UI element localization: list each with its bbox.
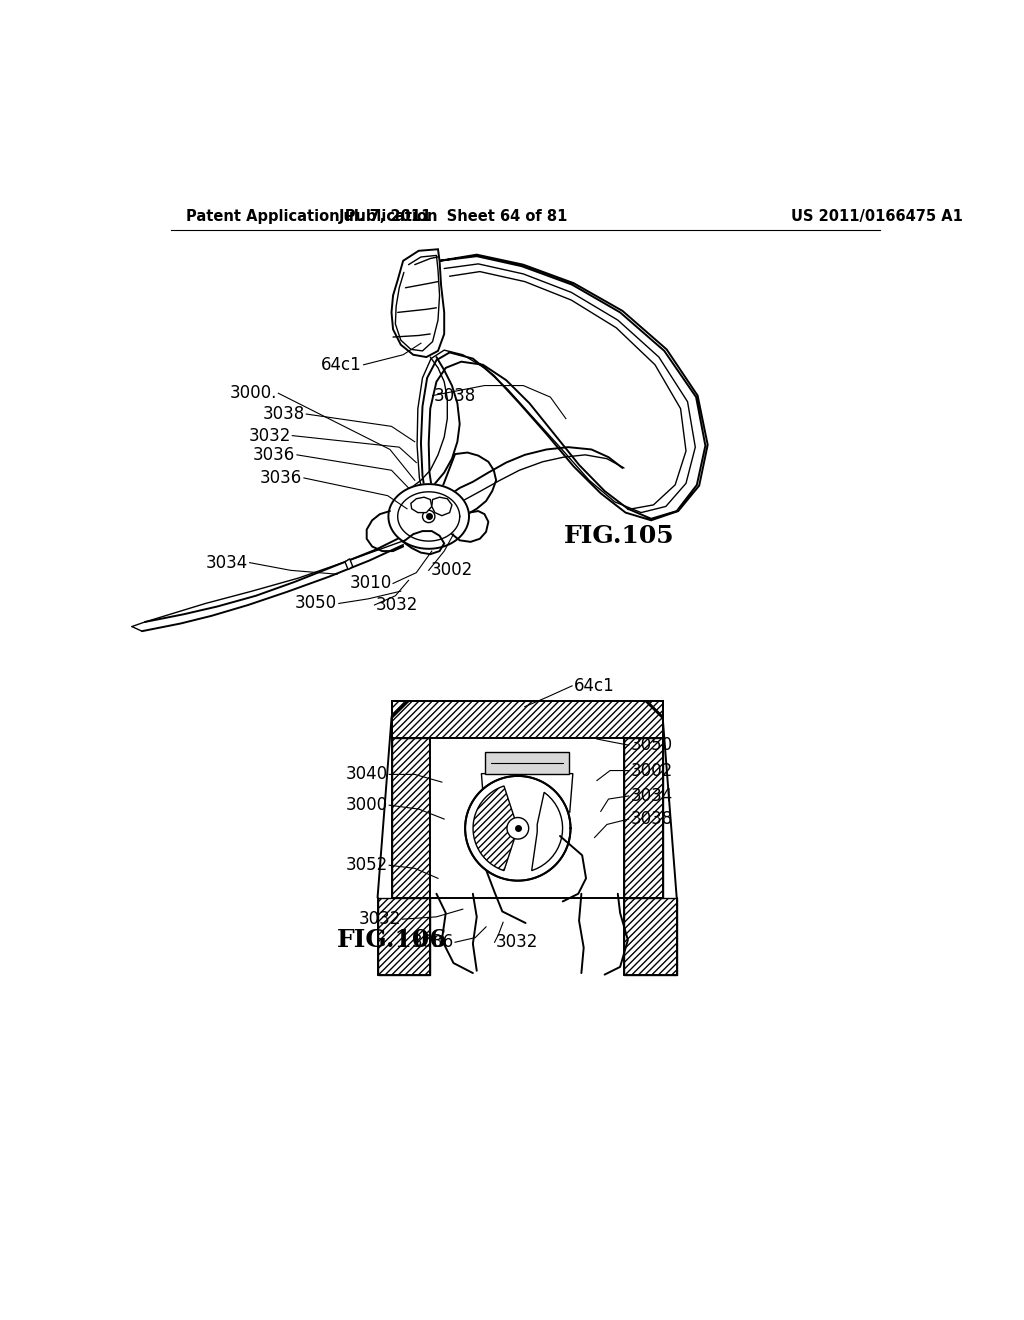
Circle shape xyxy=(423,511,435,523)
Text: FIG.105: FIG.105 xyxy=(563,524,674,548)
Text: 3050: 3050 xyxy=(630,737,673,754)
Text: FIG.106: FIG.106 xyxy=(337,928,447,952)
Text: 3010: 3010 xyxy=(349,574,391,593)
Polygon shape xyxy=(624,738,663,898)
Text: 3034: 3034 xyxy=(206,553,248,572)
Text: 3002: 3002 xyxy=(430,561,472,579)
Text: 64c1: 64c1 xyxy=(322,356,362,374)
Text: 3036: 3036 xyxy=(412,933,454,952)
Polygon shape xyxy=(391,249,444,358)
Text: 3032: 3032 xyxy=(376,597,419,614)
Text: 3038: 3038 xyxy=(630,810,673,828)
Text: 3038: 3038 xyxy=(434,387,476,404)
Polygon shape xyxy=(624,898,677,974)
Polygon shape xyxy=(142,535,407,631)
Polygon shape xyxy=(421,255,708,520)
Polygon shape xyxy=(378,715,677,998)
Polygon shape xyxy=(473,785,518,871)
Polygon shape xyxy=(430,738,624,898)
Polygon shape xyxy=(432,498,452,516)
Bar xyxy=(485,752,569,774)
Polygon shape xyxy=(388,484,469,549)
Polygon shape xyxy=(403,531,444,554)
Circle shape xyxy=(465,776,570,880)
Polygon shape xyxy=(411,498,432,512)
Text: 3032: 3032 xyxy=(496,933,539,952)
Text: 3040: 3040 xyxy=(345,766,388,783)
Text: 3034: 3034 xyxy=(630,787,673,805)
Text: 3036: 3036 xyxy=(253,446,295,463)
Text: 3032: 3032 xyxy=(249,426,291,445)
Polygon shape xyxy=(481,774,572,812)
Text: 3000: 3000 xyxy=(345,796,388,814)
Polygon shape xyxy=(391,701,663,738)
Text: 3002: 3002 xyxy=(630,762,673,780)
Polygon shape xyxy=(465,776,570,880)
Text: 3000.: 3000. xyxy=(229,384,276,403)
Text: Jul. 7, 2011   Sheet 64 of 81: Jul. 7, 2011 Sheet 64 of 81 xyxy=(339,209,568,223)
Text: US 2011/0166475 A1: US 2011/0166475 A1 xyxy=(791,209,963,223)
Text: 64c1: 64c1 xyxy=(573,677,614,694)
Polygon shape xyxy=(378,898,430,974)
Polygon shape xyxy=(531,792,562,871)
Polygon shape xyxy=(391,738,430,898)
Text: 3052: 3052 xyxy=(345,857,388,874)
Text: 3032: 3032 xyxy=(358,911,400,928)
Text: Patent Application Publication: Patent Application Publication xyxy=(186,209,437,223)
Text: 3050: 3050 xyxy=(295,594,337,612)
Text: 3036: 3036 xyxy=(260,469,302,487)
Text: 3038: 3038 xyxy=(262,405,305,422)
Polygon shape xyxy=(434,453,496,516)
Polygon shape xyxy=(345,558,352,570)
Circle shape xyxy=(507,817,528,840)
